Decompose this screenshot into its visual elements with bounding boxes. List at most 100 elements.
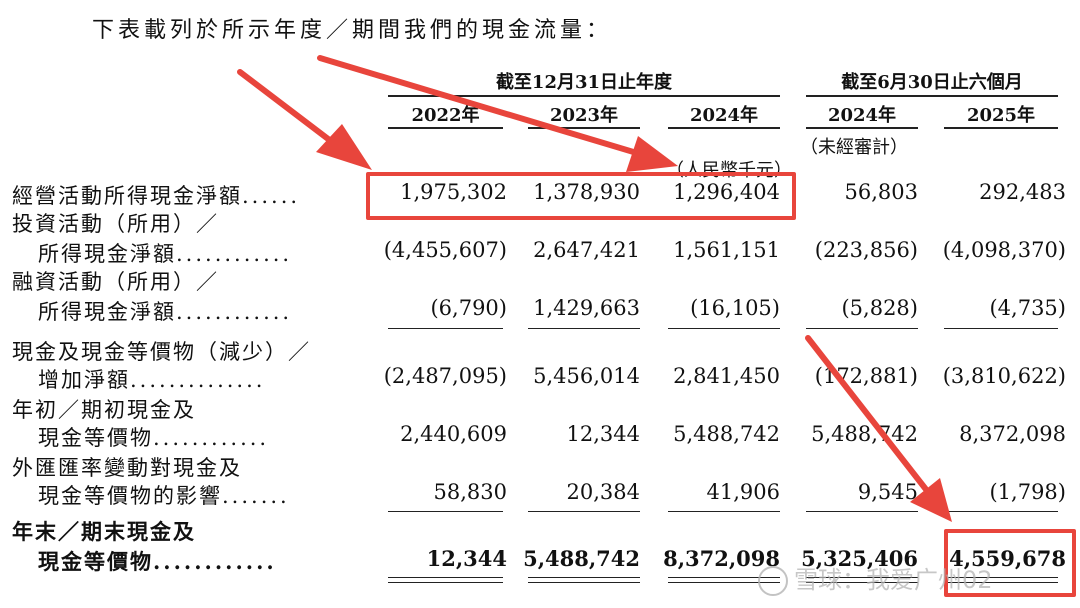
row-label-text: 投資活動（所用）／ bbox=[12, 212, 219, 236]
subtotal-rule2-2023 bbox=[528, 511, 640, 512]
table-cell: 5,456,014 bbox=[533, 364, 640, 388]
row-label-text: 外匯匯率變動對現金及 bbox=[12, 456, 242, 480]
table-cell: 1,975,302 bbox=[400, 180, 507, 204]
col-rule-2023 bbox=[528, 127, 640, 129]
col-head-2023: 2023年 bbox=[549, 105, 619, 126]
leader-dots: ...... bbox=[242, 184, 301, 208]
subtotal-rule2-2022 bbox=[388, 511, 503, 512]
highlight-box-operating-cash bbox=[366, 172, 796, 220]
row-label: 增加淨額.............. bbox=[38, 364, 265, 394]
row-label-text: 現金等價物 bbox=[38, 426, 153, 450]
table-cell: 292,483 bbox=[979, 180, 1066, 204]
intro-text: 下表載列於所示年度／期間我們的現金流量： bbox=[92, 18, 613, 43]
row-label: 外匯匯率變動對現金及 bbox=[12, 452, 242, 482]
row-label-text: 年初／期初現金及 bbox=[12, 398, 196, 422]
col-head-2024-h1: 2024年 bbox=[827, 105, 897, 126]
group-rule-year bbox=[388, 95, 780, 97]
col-rule-2025-h1 bbox=[944, 127, 1058, 129]
highlight-box-ending-cash bbox=[944, 529, 1076, 597]
table-cell: (6,790) bbox=[430, 296, 507, 320]
table-cell: 2,647,421 bbox=[533, 238, 640, 262]
table-cell: (4,455,607) bbox=[383, 238, 507, 262]
col-head-2022: 2022年 bbox=[411, 105, 480, 126]
row-label: 現金及現金等價物（減少）／ bbox=[12, 336, 311, 366]
row-label-text: 增加淨額 bbox=[38, 368, 130, 392]
leader-dots: ............ bbox=[153, 549, 277, 574]
row-label: 所得現金淨額............ bbox=[38, 296, 292, 326]
row-label-text: 所得現金淨額 bbox=[38, 242, 176, 266]
table-cell: 20,384 bbox=[566, 480, 640, 504]
row-label: 投資活動（所用）／ bbox=[12, 208, 219, 238]
table-cell: (16,105) bbox=[690, 296, 780, 320]
subtotal-rule-2024-h1 bbox=[806, 328, 918, 329]
subtotal-rule2-2024-h1 bbox=[806, 511, 918, 512]
table-cell: 1,296,404 bbox=[673, 180, 780, 204]
table-cell: (4,735) bbox=[989, 296, 1066, 320]
row-label: 年初／期初現金及 bbox=[12, 394, 196, 424]
col-rule-2024-h1 bbox=[806, 127, 918, 129]
table-cell: 41,906 bbox=[706, 480, 780, 504]
table-cell: (2,487,095) bbox=[383, 364, 507, 388]
table-cell: (4,098,370) bbox=[942, 238, 1066, 262]
table-cell: 12,344 bbox=[426, 546, 507, 571]
row-label-text: 融資活動（所用）／ bbox=[12, 270, 219, 294]
col-rule-2024 bbox=[668, 127, 780, 129]
leader-dots: ....... bbox=[222, 484, 290, 508]
subtotal-rule-2022 bbox=[388, 328, 503, 329]
watermark: 雪球：我爱广州02 bbox=[758, 560, 993, 596]
total-double-rule-2024-h1 bbox=[806, 577, 918, 583]
table-cell: 1,378,930 bbox=[533, 180, 640, 204]
table-cell: 9,545 bbox=[857, 480, 918, 504]
table-cell: 8,372,098 bbox=[663, 546, 780, 571]
leader-dots: ............ bbox=[153, 426, 270, 450]
row-label: 融資活動（所用）／ bbox=[12, 266, 219, 296]
row-label-text: 年末／期末現金及 bbox=[12, 519, 196, 544]
table-cell: 2,440,609 bbox=[400, 422, 507, 446]
watermark-text: 雪球：我爱广州02 bbox=[794, 566, 993, 594]
row-label: 現金等價物的影響....... bbox=[38, 480, 290, 510]
arrow-icon bbox=[237, 69, 372, 170]
table-cell: 1,561,151 bbox=[673, 238, 780, 262]
table-cell: (1,798) bbox=[989, 480, 1066, 504]
table-cell: 1,429,663 bbox=[533, 296, 640, 320]
leader-dots: ............ bbox=[176, 242, 293, 266]
table-cell: 12,344 bbox=[566, 422, 640, 446]
subtotal-rule2-2024 bbox=[668, 511, 780, 512]
snowball-logo-icon bbox=[758, 566, 788, 596]
row-label-text: 現金等價物 bbox=[38, 549, 153, 574]
table-cell: (223,856) bbox=[814, 238, 918, 262]
table-cell: 58,830 bbox=[433, 480, 507, 504]
total-double-rule-2025-h1 bbox=[944, 577, 1058, 583]
row-label-text: 所得現金淨額 bbox=[38, 300, 176, 324]
table-cell: 2,841,450 bbox=[673, 364, 780, 388]
col-head-2024: 2024年 bbox=[689, 105, 759, 126]
row-label-text: 現金及現金等價物（減少）／ bbox=[12, 340, 311, 364]
row-label: 經營活動所得現金淨額...... bbox=[12, 180, 300, 210]
group-title-half: 截至6月30日止六個月 bbox=[841, 72, 1023, 93]
subtotal-rule-2023 bbox=[528, 328, 640, 329]
arrow-icon bbox=[317, 55, 678, 172]
table-cell: (5,828) bbox=[841, 296, 918, 320]
arrow-icon bbox=[805, 335, 952, 522]
row-label: 現金等價物............ bbox=[38, 422, 269, 452]
subtotal-rule2-2025-h1 bbox=[944, 511, 1058, 512]
table-cell: 4,559,678 bbox=[949, 546, 1066, 571]
group-title-year: 截至12月31日止年度 bbox=[495, 72, 673, 93]
table-cell: 5,488,742 bbox=[811, 422, 918, 446]
total-double-rule-2022 bbox=[388, 577, 503, 583]
total-double-rule-2024 bbox=[668, 577, 780, 583]
group-rule-half bbox=[806, 95, 1058, 97]
subtotal-rule-2025-h1 bbox=[944, 328, 1058, 329]
table-cell: 5,488,742 bbox=[673, 422, 780, 446]
subtotal-rule-2024 bbox=[668, 328, 780, 329]
table-cell: 56,803 bbox=[844, 180, 918, 204]
table-cell: (3,810,622) bbox=[942, 364, 1066, 388]
row-label: 年末／期末現金及 bbox=[12, 516, 196, 546]
table-cell: 8,372,098 bbox=[959, 422, 1066, 446]
row-label-text: 現金等價物的影響 bbox=[38, 484, 222, 508]
row-label: 所得現金淨額............ bbox=[38, 238, 292, 268]
col-head-2025-h1: 2025年 bbox=[966, 105, 1036, 126]
table-cell: 5,325,406 bbox=[801, 546, 918, 571]
total-double-rule-2023 bbox=[528, 577, 640, 583]
